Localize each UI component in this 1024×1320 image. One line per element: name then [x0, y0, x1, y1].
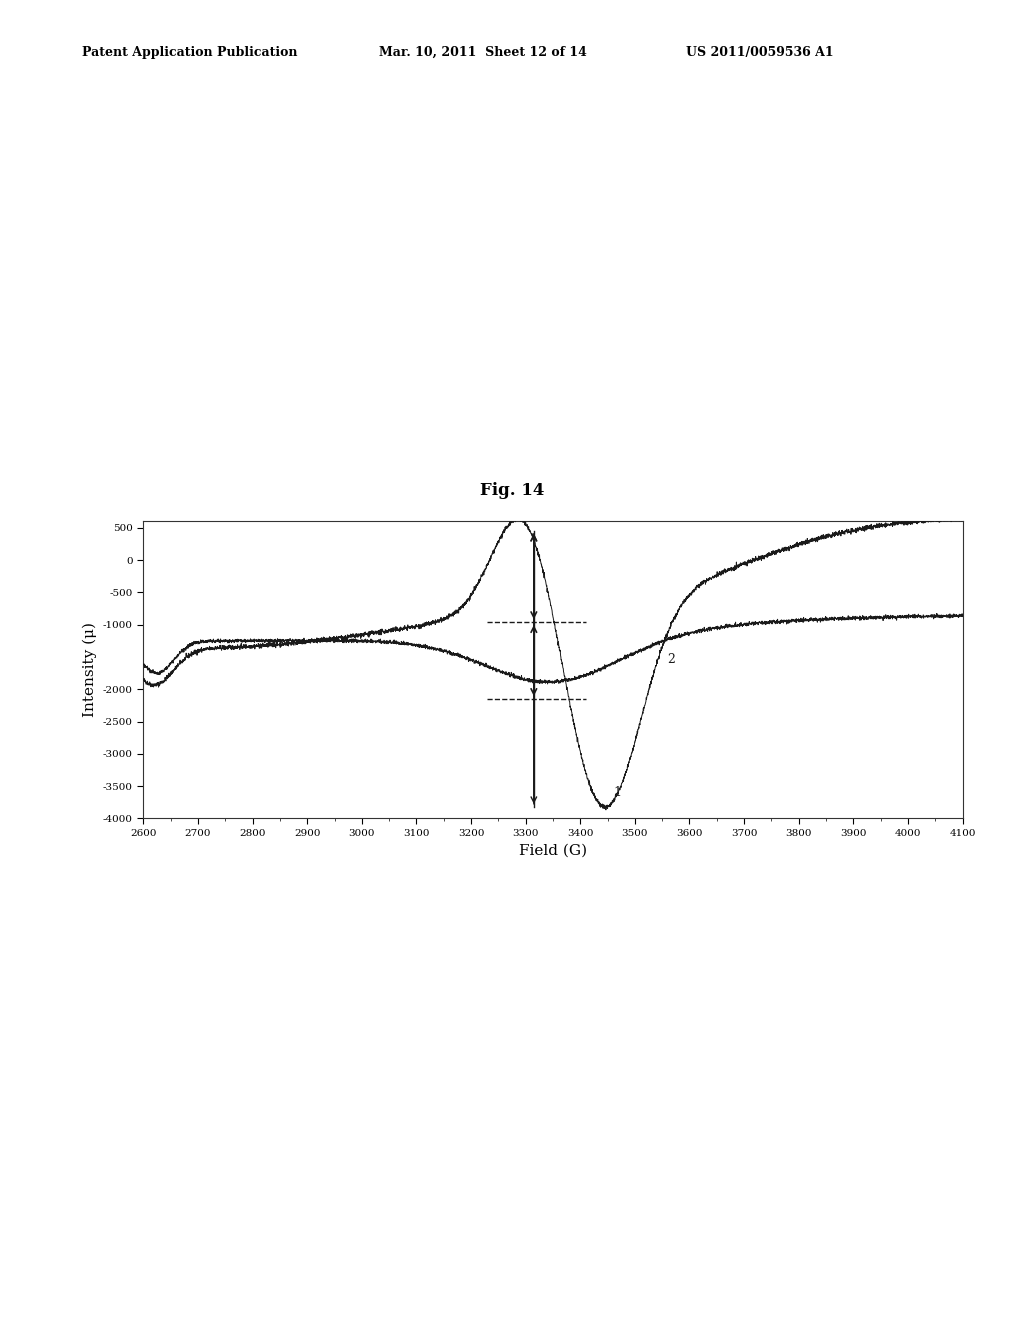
- Text: Mar. 10, 2011  Sheet 12 of 14: Mar. 10, 2011 Sheet 12 of 14: [379, 46, 587, 59]
- Y-axis label: Intensity (μ): Intensity (μ): [83, 623, 97, 717]
- Text: Fig. 14: Fig. 14: [480, 482, 544, 499]
- X-axis label: Field (G): Field (G): [519, 843, 587, 858]
- Text: 1: 1: [613, 785, 621, 799]
- Text: US 2011/0059536 A1: US 2011/0059536 A1: [686, 46, 834, 59]
- Text: 2: 2: [668, 653, 676, 667]
- Text: Patent Application Publication: Patent Application Publication: [82, 46, 297, 59]
